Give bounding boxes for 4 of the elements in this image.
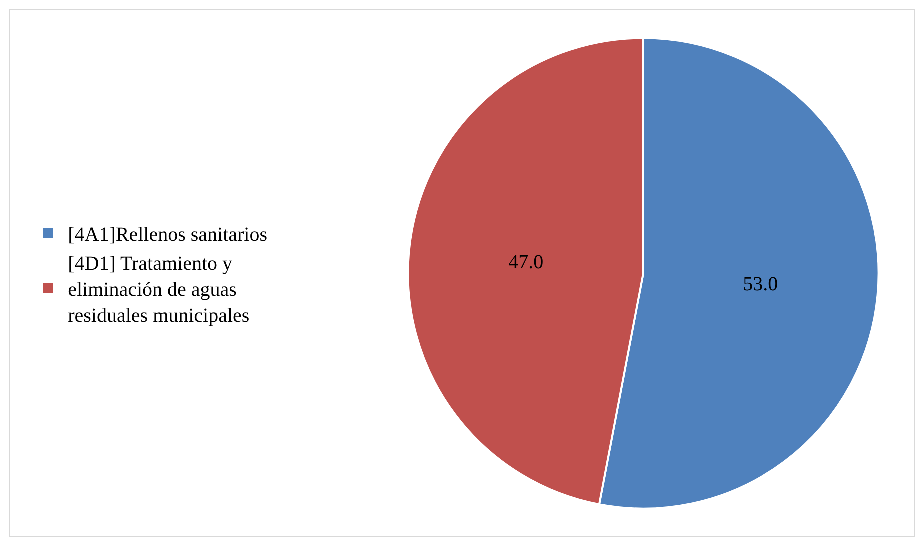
data-label: 53.0 xyxy=(743,274,778,296)
data-label: 47.0 xyxy=(508,251,544,274)
legend-label: [4A1]Rellenos sanitarios xyxy=(68,224,268,246)
legend-label: [4D1] Tratamiento y eliminación de aguas residuales municipales xyxy=(68,252,250,327)
